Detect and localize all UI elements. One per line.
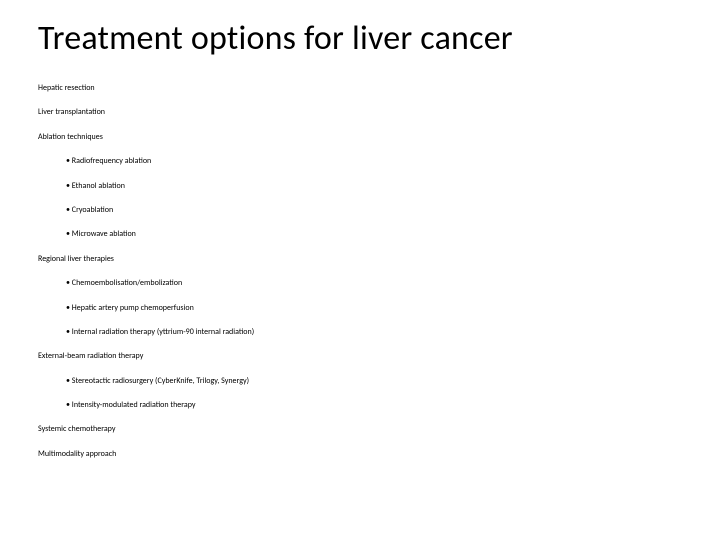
list-item: Liver transplantation bbox=[38, 107, 682, 117]
list-item: Regional liver therapies bbox=[38, 254, 682, 264]
list-item: Systemic chemotherapy bbox=[38, 424, 682, 434]
list-subitem: Cryoablation bbox=[66, 205, 682, 215]
list-item: Ablation techniques bbox=[38, 132, 682, 142]
slide-container: Treatment options for liver cancer Hepat… bbox=[0, 0, 720, 540]
list-item: External-beam radiation therapy bbox=[38, 351, 682, 361]
list-subitem: Microwave ablation bbox=[66, 229, 682, 239]
list-subitem: Ethanol ablation bbox=[66, 181, 682, 191]
slide-title: Treatment options for liver cancer bbox=[38, 18, 682, 59]
list-item: Hepatic resection bbox=[38, 83, 682, 93]
list-subitem: Radiofrequency ablation bbox=[66, 156, 682, 166]
list-subitem: Chemoembolisation/embolization bbox=[66, 278, 682, 288]
list-subitem: Intensity-modulated radiation therapy bbox=[66, 400, 682, 410]
list-subitem: Hepatic artery pump chemoperfusion bbox=[66, 303, 682, 313]
list-subitem: Stereotactic radiosurgery (CyberKnife, T… bbox=[66, 376, 682, 386]
list-subitem: Internal radiation therapy (yttrium-90 i… bbox=[66, 327, 682, 337]
list-item: Multimodality approach bbox=[38, 449, 682, 459]
